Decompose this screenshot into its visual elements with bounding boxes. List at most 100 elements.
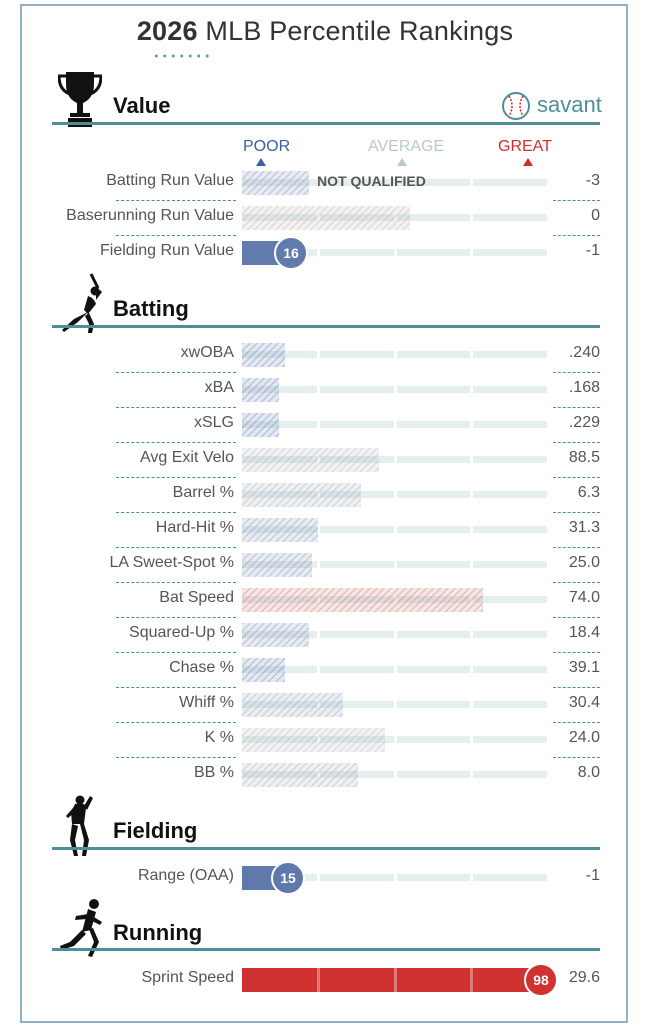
trophy-icon	[58, 72, 102, 127]
metric-label: Barrel %	[172, 484, 234, 501]
row-separator	[116, 722, 236, 723]
metric-value: .240	[568, 344, 600, 361]
track-tick	[393, 178, 397, 187]
metric-row: xBA .168	[0, 372, 650, 407]
metric-row: Baserunning Run Value 0	[0, 200, 650, 235]
track-tick	[469, 560, 473, 569]
metric-row: Fielding Run Value 16 -1	[0, 235, 650, 270]
metric-label: K %	[204, 729, 234, 746]
row-separator	[116, 235, 236, 236]
metric-value: .168	[568, 379, 600, 396]
metric-label: BB %	[193, 764, 234, 781]
row-separator	[553, 372, 600, 373]
metric-row: xwOBA .240	[0, 337, 650, 372]
track-tick	[393, 248, 397, 257]
metric-row: K % 24.0	[0, 722, 650, 757]
runner-icon	[60, 899, 102, 957]
metric-value: 18.4	[568, 624, 600, 641]
percentile-bar	[242, 588, 483, 612]
track-tick	[469, 700, 473, 709]
row-separator	[553, 235, 600, 236]
track-tick	[393, 595, 397, 604]
track-tick	[317, 560, 321, 569]
metric-value: .229	[568, 414, 600, 431]
row-separator	[116, 582, 236, 583]
track-tick	[317, 873, 321, 882]
track-tick	[393, 420, 397, 429]
metric-value: 30.4	[568, 694, 600, 711]
percentile-bar	[242, 623, 309, 647]
metric-label: xSLG	[193, 414, 234, 431]
track-tick	[317, 735, 321, 744]
track-tick	[469, 385, 473, 394]
track-tick	[317, 490, 321, 499]
row-separator	[553, 652, 600, 653]
percentile-badge: 15	[271, 861, 305, 895]
bar-tick	[317, 968, 321, 992]
row-separator	[553, 687, 600, 688]
track-tick	[393, 385, 397, 394]
percentile-bar	[242, 968, 541, 992]
track-tick	[393, 700, 397, 709]
metric-row: BB % 8.0	[0, 757, 650, 792]
percentile-badge: 16	[274, 236, 308, 270]
metric-value: 29.6	[568, 969, 600, 986]
row-separator	[116, 687, 236, 688]
metric-label: Whiff %	[179, 694, 234, 711]
track-tick	[469, 735, 473, 744]
track-tick	[469, 420, 473, 429]
scale-label-poor: POOR	[243, 138, 291, 155]
row-separator	[553, 617, 600, 618]
metric-row: Batting Run Value NOT QUALIFIED -3	[0, 165, 650, 200]
row-separator	[553, 582, 600, 583]
metric-value: -1	[585, 867, 600, 884]
row-separator	[553, 722, 600, 723]
page-title: 2026 MLB Percentile Rankings	[0, 16, 650, 47]
track-tick	[317, 700, 321, 709]
metric-row: Barrel % 6.3	[0, 477, 650, 512]
metric-label: xwOBA	[180, 344, 234, 361]
metric-label: Fielding Run Value	[99, 242, 234, 259]
track-tick	[469, 770, 473, 779]
metric-value: 8.0	[577, 764, 600, 781]
track-tick	[469, 350, 473, 359]
metric-label: Sprint Speed	[141, 969, 234, 986]
row-separator	[116, 757, 236, 758]
track-tick	[393, 455, 397, 464]
track-tick	[469, 595, 473, 604]
row-separator	[553, 442, 600, 443]
section-title-fielding: Fielding	[113, 818, 198, 843]
scale-marker-average	[397, 158, 407, 166]
percentile-bar	[242, 483, 361, 507]
percentile-bar	[242, 206, 410, 230]
row-separator	[116, 512, 236, 513]
metric-label: Squared-Up %	[129, 624, 234, 641]
track-tick	[317, 178, 321, 187]
percentile-bar	[242, 448, 379, 472]
metric-value: 25.0	[568, 554, 600, 571]
track-tick	[469, 455, 473, 464]
track-tick	[317, 770, 321, 779]
metric-row: Hard-Hit % 31.3	[0, 512, 650, 547]
metric-label: Bat Speed	[159, 589, 234, 606]
metric-label: Avg Exit Velo	[140, 449, 234, 466]
title-year: 2026	[136, 16, 198, 46]
track-tick	[393, 630, 397, 639]
track-tick	[469, 525, 473, 534]
metric-value: 88.5	[568, 449, 600, 466]
metric-value: 0	[591, 207, 600, 224]
track-tick	[469, 490, 473, 499]
row-separator	[116, 200, 236, 201]
metric-row: Whiff % 30.4	[0, 687, 650, 722]
row-separator	[553, 757, 600, 758]
row-separator	[553, 512, 600, 513]
track-tick	[317, 455, 321, 464]
savant-logo-text: savant	[537, 92, 602, 117]
percentile-bar	[242, 518, 318, 542]
track-tick	[393, 770, 397, 779]
percentile-card	[20, 4, 628, 1023]
metric-value: -1	[585, 242, 600, 259]
row-separator	[116, 372, 236, 373]
metric-row: Squared-Up % 18.4	[0, 617, 650, 652]
metric-value: -3	[585, 172, 600, 189]
